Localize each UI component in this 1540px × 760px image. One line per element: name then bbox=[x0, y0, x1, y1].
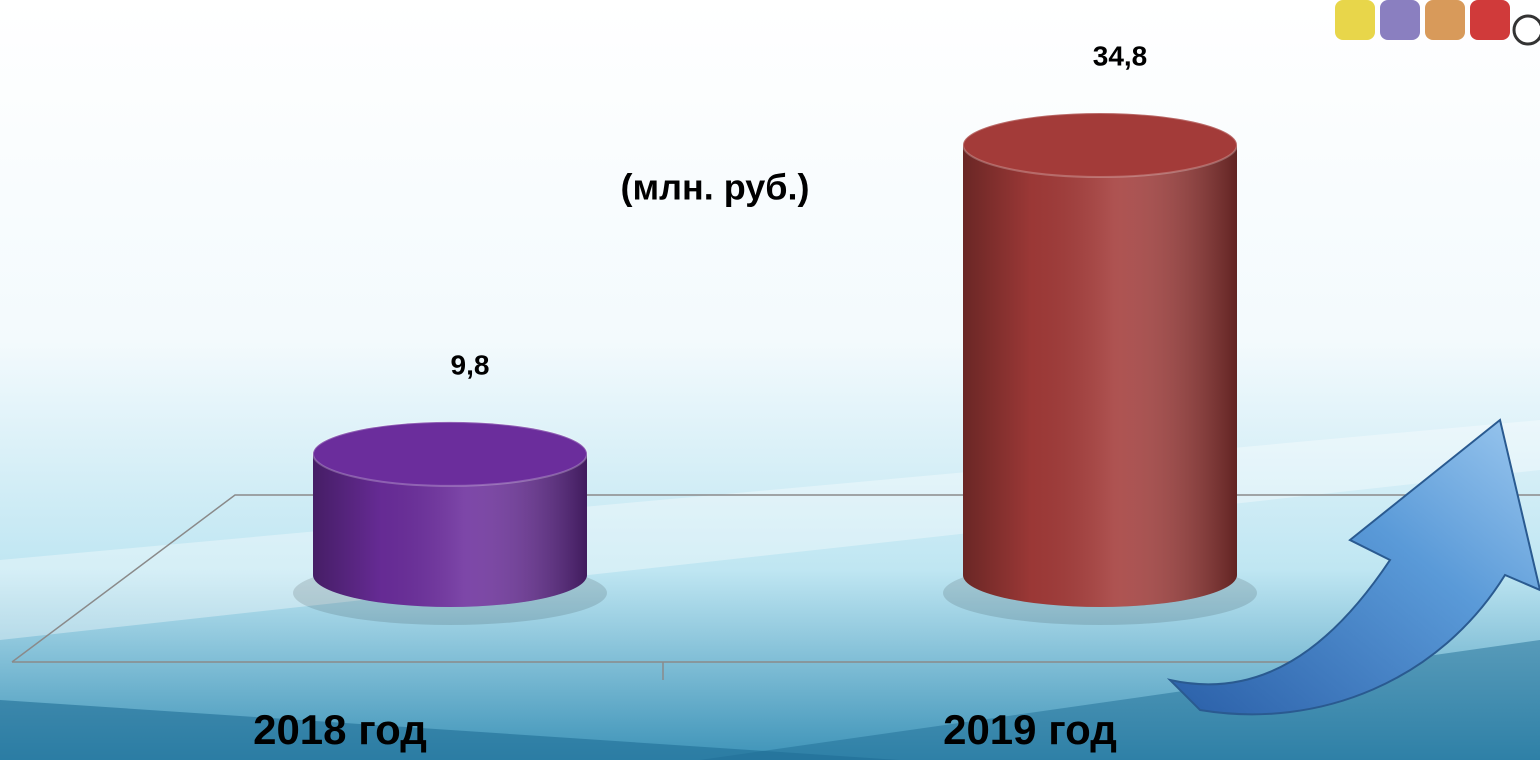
cylinder-top bbox=[962, 112, 1238, 178]
annotation: (млн. руб.) bbox=[621, 167, 810, 208]
x-tick-label: 2018 год bbox=[253, 706, 427, 753]
decor-logo bbox=[1335, 0, 1540, 46]
plot bbox=[293, 112, 1257, 625]
x-tick-label: 2019 год bbox=[943, 706, 1117, 753]
decor-arrow bbox=[1166, 418, 1540, 716]
background-band bbox=[0, 700, 900, 760]
cylinder-top bbox=[312, 420, 588, 487]
cylinder-shade bbox=[313, 453, 587, 607]
value-label: 34,8 bbox=[1093, 40, 1148, 71]
cylinder-shade bbox=[963, 145, 1237, 607]
value-label: 9,8 bbox=[451, 349, 490, 380]
